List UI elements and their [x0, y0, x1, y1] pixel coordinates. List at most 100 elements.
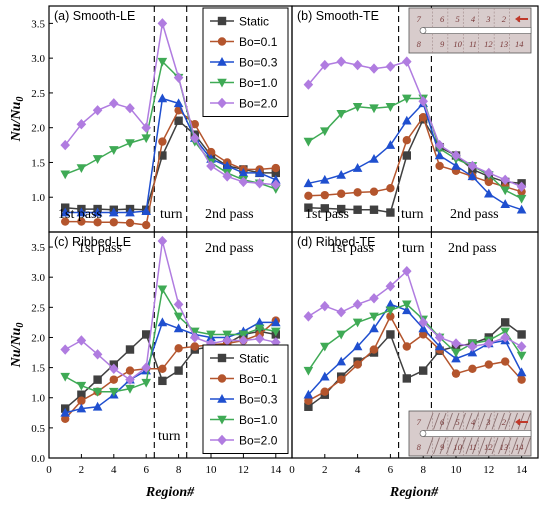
x-tick-label: 14: [516, 464, 528, 476]
data-point: [157, 285, 168, 295]
data-point: [451, 348, 461, 358]
legend-marker: [217, 57, 227, 66]
panel-a-smooth-le: 1.0 1.5 2.0 2.5 3.0 3.5 (a) Smooth-LE 1st pass t…: [31, 5, 293, 233]
channel-divider-wall: [422, 27, 532, 34]
data-point: [467, 171, 478, 181]
data-point: [385, 103, 396, 112]
legend-item-bo-0-3: Bo=0.3: [210, 56, 278, 70]
region-number: 9: [440, 39, 445, 49]
data-point: [352, 318, 363, 328]
data-point: [174, 116, 183, 125]
annotation-1st-pass: 1st pass: [78, 241, 122, 256]
series-line: [307, 60, 522, 188]
data-point: [60, 217, 70, 226]
data-point: [238, 330, 249, 340]
data-point: [516, 194, 527, 204]
data-point: [467, 341, 478, 352]
data-point: [386, 208, 395, 217]
data-point: [125, 374, 135, 385]
data-point: [271, 163, 280, 173]
series-static: [304, 115, 526, 217]
data-point: [93, 375, 102, 384]
legend-label: Bo=0.3: [239, 56, 278, 70]
data-point: [174, 366, 183, 375]
data-point: [190, 327, 200, 337]
x-tick-label: 2: [79, 464, 85, 476]
rib: [426, 437, 434, 455]
panel-title: (a) Smooth-LE: [54, 9, 135, 23]
data-point: [77, 217, 86, 226]
data-point: [190, 342, 199, 351]
region-number: 7: [417, 417, 422, 427]
data-point: [304, 203, 313, 212]
data-point: [190, 132, 200, 144]
data-point: [157, 18, 168, 29]
rib: [478, 412, 486, 430]
data-point: [320, 204, 329, 213]
data-point: [303, 311, 314, 322]
rib: [465, 412, 473, 430]
series-bo-1-0: [303, 300, 527, 376]
data-point: [109, 98, 119, 109]
rib: [504, 412, 512, 430]
data-point: [76, 164, 87, 174]
data-point: [125, 366, 135, 375]
data-point: [141, 206, 151, 215]
annotation-turn: turn: [160, 207, 183, 222]
data-point: [336, 330, 346, 340]
data-point: [500, 327, 510, 337]
data-point: [158, 137, 167, 146]
x-tick-label: 6: [143, 464, 149, 476]
series-static: [61, 116, 280, 214]
data-point: [109, 363, 119, 375]
region-number: 2: [502, 14, 507, 24]
region-number: 3: [485, 14, 490, 24]
x-tick-label: 8: [420, 464, 426, 476]
rib: [446, 437, 453, 455]
rib: [511, 412, 518, 430]
data-point: [517, 330, 526, 339]
legend-marker: [217, 394, 227, 403]
x-tick-label: 12: [238, 464, 249, 476]
legend-item-bo-0-3: Bo=0.3: [210, 393, 278, 407]
x-axis-title-left: Region#: [145, 485, 195, 500]
data-point: [157, 317, 168, 327]
data-point: [352, 299, 363, 310]
channel-divider-wall: [422, 430, 532, 437]
rib: [485, 412, 492, 430]
y-tick-label: 2.5: [31, 302, 45, 314]
x-tick-label: 10: [206, 464, 218, 476]
series-bo-0-1: [304, 312, 526, 405]
rib: [491, 412, 499, 430]
data-point: [320, 174, 330, 184]
data-point: [320, 342, 330, 352]
rib: [498, 437, 505, 455]
y-tick-label: 3.5: [31, 242, 45, 254]
data-point: [385, 281, 396, 292]
data-point: [500, 174, 510, 186]
legend-marker: [217, 374, 227, 383]
annotation-2nd-pass: 2nd pass: [205, 241, 254, 256]
legend-item-static: Static: [210, 352, 269, 366]
region-number: 14: [515, 442, 524, 452]
data-point: [451, 353, 461, 363]
data-point: [206, 330, 216, 340]
data-point: [271, 327, 281, 337]
data-point: [386, 183, 395, 193]
data-point: [125, 218, 135, 228]
annotation-2nd-pass: 2nd pass: [205, 207, 254, 222]
data-point: [222, 335, 232, 346]
data-point: [484, 338, 494, 349]
data-point: [516, 351, 527, 361]
data-point: [516, 204, 527, 214]
x-tick-label: 8: [176, 464, 182, 476]
data-point: [369, 323, 379, 333]
data-point: [158, 151, 167, 160]
legend-label: Bo=1.0: [239, 76, 278, 90]
data-point: [516, 341, 527, 352]
data-point: [92, 155, 103, 164]
data-point: [516, 367, 527, 377]
rib: [472, 437, 479, 455]
data-point: [402, 374, 411, 383]
